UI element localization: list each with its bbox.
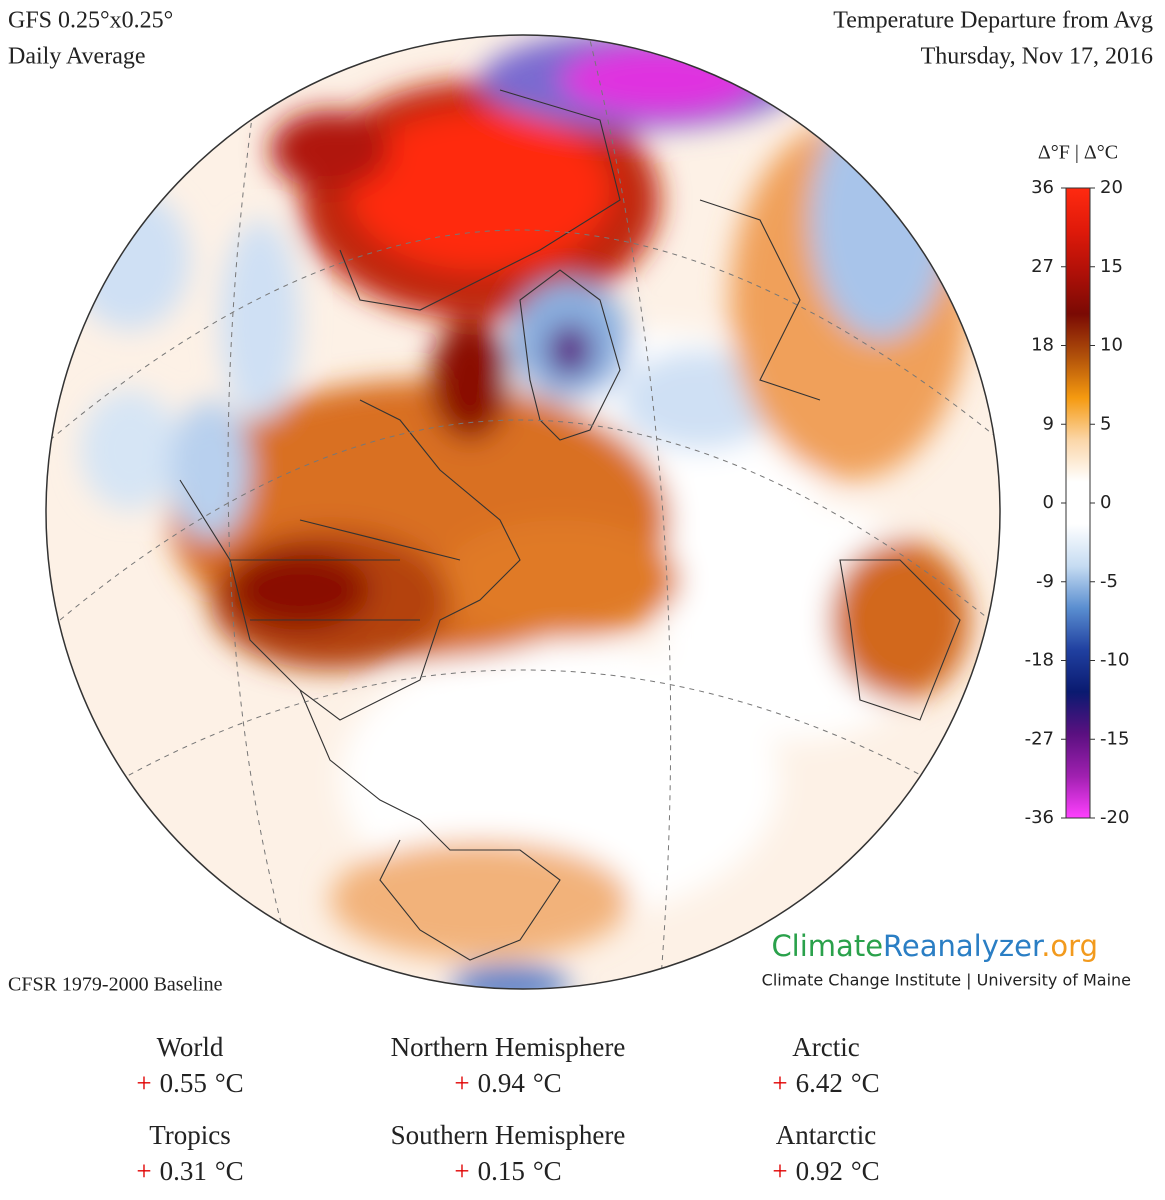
stat-name: Southern Hemisphere bbox=[391, 1120, 626, 1150]
baseline: CFSR 1979-2000 Baseline bbox=[8, 974, 223, 996]
c-tick-label: 10 bbox=[1100, 335, 1123, 356]
brand-part: Reanalyzer bbox=[883, 929, 1044, 963]
c-tick-label: -5 bbox=[1100, 571, 1118, 592]
globe-map bbox=[46, 35, 1000, 989]
stat-value: +0.55 °C bbox=[136, 1068, 243, 1098]
f-tick-label: 27 bbox=[1031, 256, 1054, 277]
stat-name: Antarctic bbox=[776, 1120, 876, 1150]
f-tick-label: 36 bbox=[1031, 177, 1054, 198]
f-tick-label: 0 bbox=[1043, 492, 1054, 513]
brand-part: .org bbox=[1041, 929, 1098, 963]
c-tick-label: 20 bbox=[1100, 177, 1123, 198]
f-tick-label: -36 bbox=[1025, 807, 1054, 828]
f-tick-label: 9 bbox=[1043, 413, 1054, 434]
stat-number: 0.55 bbox=[160, 1068, 207, 1098]
c-tick-label: 5 bbox=[1100, 413, 1111, 434]
c-tick-label: -10 bbox=[1100, 650, 1129, 671]
stat-number: 0.15 bbox=[478, 1156, 525, 1186]
stat-name: World bbox=[157, 1032, 224, 1062]
c-tick-label: 15 bbox=[1100, 256, 1123, 277]
colorbar-title: Δ°F | Δ°C bbox=[1038, 142, 1118, 164]
f-tick-label: 18 bbox=[1031, 335, 1054, 356]
brand-part: Climate bbox=[771, 929, 883, 963]
stat-value: +0.15 °C bbox=[454, 1156, 561, 1186]
stat-name: Tropics bbox=[149, 1120, 231, 1150]
c-tick-label: -20 bbox=[1100, 807, 1129, 828]
f-tick-label: -9 bbox=[1036, 571, 1054, 592]
stat-number: 6.42 bbox=[796, 1068, 843, 1098]
stat-number: 0.94 bbox=[478, 1068, 526, 1098]
f-tick-label: -27 bbox=[1025, 728, 1054, 749]
stat-sign: + bbox=[454, 1068, 469, 1098]
model: GFS 0.25°x0.25° bbox=[8, 8, 173, 34]
stat-sign: + bbox=[136, 1068, 151, 1098]
stat-value: +0.94 °C bbox=[454, 1068, 561, 1098]
stat-sign: + bbox=[772, 1068, 787, 1098]
stat-number: 0.92 bbox=[796, 1156, 843, 1186]
colorbar: 36 27 18 9 0 -9 -18 -27 -36 20 15 10 5 0 -5 -10 -15 -20 bbox=[1025, 177, 1130, 828]
colorbar-bar bbox=[1065, 187, 1091, 819]
stat-value: +0.31 °C bbox=[136, 1156, 243, 1186]
stat-value: +0.92 °C bbox=[772, 1156, 879, 1186]
period: Daily Average bbox=[8, 44, 146, 70]
date: Thursday, Nov 17, 2016 bbox=[921, 44, 1153, 70]
stat-unit: °C bbox=[215, 1068, 244, 1098]
stat-name: Northern Hemisphere bbox=[391, 1032, 626, 1062]
brand-subtitle: Climate Change Institute | University of… bbox=[762, 971, 1131, 990]
c-tick-label: -15 bbox=[1100, 728, 1129, 749]
stat-name: Arctic bbox=[792, 1032, 859, 1062]
stat-sign: + bbox=[454, 1156, 469, 1186]
stat-unit: °C bbox=[851, 1068, 880, 1098]
stat-value: +6.42 °C bbox=[772, 1068, 879, 1098]
stat-unit: °C bbox=[851, 1156, 880, 1186]
stat-unit: °C bbox=[215, 1156, 244, 1186]
stat-sign: + bbox=[772, 1156, 787, 1186]
brand: ClimateReanalyzer.org bbox=[771, 929, 1098, 963]
stat-sign: + bbox=[136, 1156, 151, 1186]
stat-unit: °C bbox=[533, 1156, 562, 1186]
globe-outline bbox=[45, 34, 1001, 990]
stat-number: 0.31 bbox=[160, 1156, 207, 1186]
title: Temperature Departure from Avg bbox=[833, 8, 1153, 34]
stat-unit: °C bbox=[533, 1068, 562, 1098]
c-tick-label: 0 bbox=[1100, 492, 1111, 513]
f-tick-label: -18 bbox=[1025, 650, 1054, 671]
